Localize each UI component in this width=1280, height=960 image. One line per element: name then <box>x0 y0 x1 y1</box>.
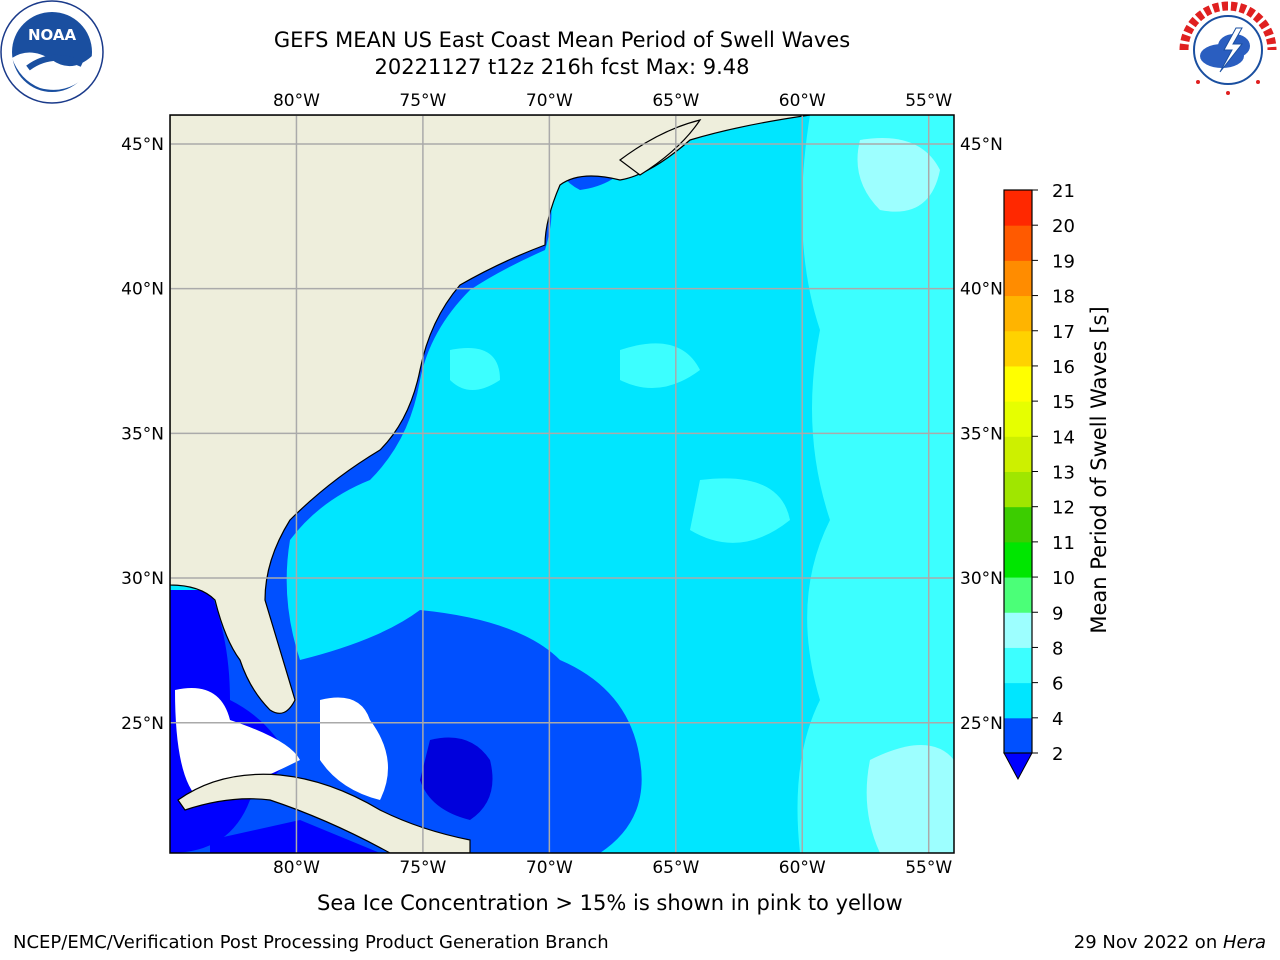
land-north-america <box>170 115 811 714</box>
lon-label-top: 70°W <box>526 91 573 111</box>
map-gridlines <box>170 115 954 853</box>
colorbar-swatch <box>1004 541 1032 578</box>
colorbar-level-label: 20 <box>1052 216 1075 237</box>
lat-label-left: 40°N <box>121 280 164 300</box>
colorbar-swatch <box>1004 365 1032 402</box>
lat-label-left: 30°N <box>121 569 164 589</box>
colorbar-level-label: 17 <box>1052 322 1075 343</box>
lat-label-left: 25°N <box>121 714 164 734</box>
sea-ice-note: Sea Ice Concentration > 15% is shown in … <box>317 891 903 915</box>
colorbar-swatch <box>1004 612 1032 648</box>
lon-label-top: 75°W <box>399 91 446 111</box>
lat-label-right: 30°N <box>960 569 1003 589</box>
colorbar-swatch <box>1004 260 1032 297</box>
lat-label-left: 35°N <box>121 424 164 444</box>
colorbar-level-label: 15 <box>1052 392 1075 413</box>
lon-label-bottom: 60°W <box>779 858 826 878</box>
offshore-light-region <box>797 115 954 853</box>
lon-label-top: 60°W <box>779 91 826 111</box>
lon-label-bottom: 65°W <box>652 858 699 878</box>
colorbar-swatch <box>1004 647 1032 684</box>
colorbar-level-label: 14 <box>1052 427 1075 448</box>
credit-line: NCEP/EMC/Verification Post Processing Pr… <box>13 932 609 953</box>
colorbar-swatch <box>1004 330 1032 367</box>
colorbar-level-label: 10 <box>1052 568 1075 589</box>
lat-label-right: 45°N <box>960 135 1003 155</box>
colorbar-swatch <box>1004 682 1032 719</box>
map-title: GEFS MEAN US East Coast Mean Period of S… <box>273 28 851 52</box>
colorbar-swatch <box>1004 295 1032 332</box>
no-data-patch <box>175 688 300 800</box>
lat-label-left: 45°N <box>121 135 164 155</box>
lon-label-top: 55°W <box>905 91 952 111</box>
machine-name: Hera <box>1222 932 1266 953</box>
colorbar-level-label: 21 <box>1052 181 1075 202</box>
colorbar-label: Mean Period of Swell Waves [s] <box>1087 306 1111 633</box>
colorbar-swatch <box>1004 577 1032 613</box>
colorbar-level-label: 9 <box>1052 603 1063 624</box>
lat-label-right: 35°N <box>960 424 1003 444</box>
colorbar-swatch <box>1004 190 1032 226</box>
colorbar-level-label: 16 <box>1052 357 1075 378</box>
lon-label-top: 80°W <box>273 91 320 111</box>
colorbar-under-arrow <box>1003 752 1033 781</box>
land-nova-scotia <box>618 119 702 176</box>
map-tick-labels: 80°W 80°W 75°W 75°W 70°W 70°W 65°W 65°W 60°W 60°W… <box>121 91 1003 878</box>
lon-label-bottom: 55°W <box>905 858 952 878</box>
colorbar-swatch <box>1004 401 1032 437</box>
noaa-logo-text: NOAA <box>28 26 77 44</box>
colorbar-swatch <box>1004 717 1032 754</box>
colorbar-swatch <box>1004 225 1032 261</box>
lon-label-top: 65°W <box>652 91 699 111</box>
lon-label-bottom: 75°W <box>399 858 446 878</box>
map-frame <box>169 114 955 854</box>
colorbar-level-label: 12 <box>1052 498 1075 519</box>
colorbar-level-label: 8 <box>1052 638 1063 659</box>
date-stamp: 29 Nov 2022 on Hera <box>1074 932 1266 953</box>
colorbar-swatch <box>1004 471 1032 508</box>
colorbar-level-label: 11 <box>1052 533 1075 554</box>
colorbar-swatch <box>1004 436 1032 472</box>
colorbar-level-label: 18 <box>1052 287 1075 308</box>
noaa-logo: NOAA <box>0 0 104 104</box>
colorbar-level-label: 19 <box>1052 251 1075 272</box>
colorbar-swatch <box>1004 506 1032 543</box>
lat-label-right: 40°N <box>960 280 1003 300</box>
map-subtitle: 20221127 t12z 216h fcst Max: 9.48 <box>374 55 750 79</box>
colorbar: 2 4 6 8 9 10 11 12 13 14 15 16 17 18 19 20 21 <box>1003 181 1075 781</box>
lon-label-bottom: 80°W <box>273 858 320 878</box>
colorbar-level-label: 2 <box>1052 744 1063 765</box>
colorbar-level-label: 4 <box>1052 709 1063 730</box>
land-cuba <box>177 773 471 853</box>
nws-logo <box>1179 1 1277 98</box>
date-text: 29 Nov 2022 on <box>1073 932 1223 953</box>
colorbar-level-label: 6 <box>1052 674 1063 695</box>
lat-label-right: 25°N <box>960 714 1003 734</box>
colorbar-level-label: 13 <box>1052 463 1075 484</box>
lon-label-bottom: 70°W <box>526 858 573 878</box>
